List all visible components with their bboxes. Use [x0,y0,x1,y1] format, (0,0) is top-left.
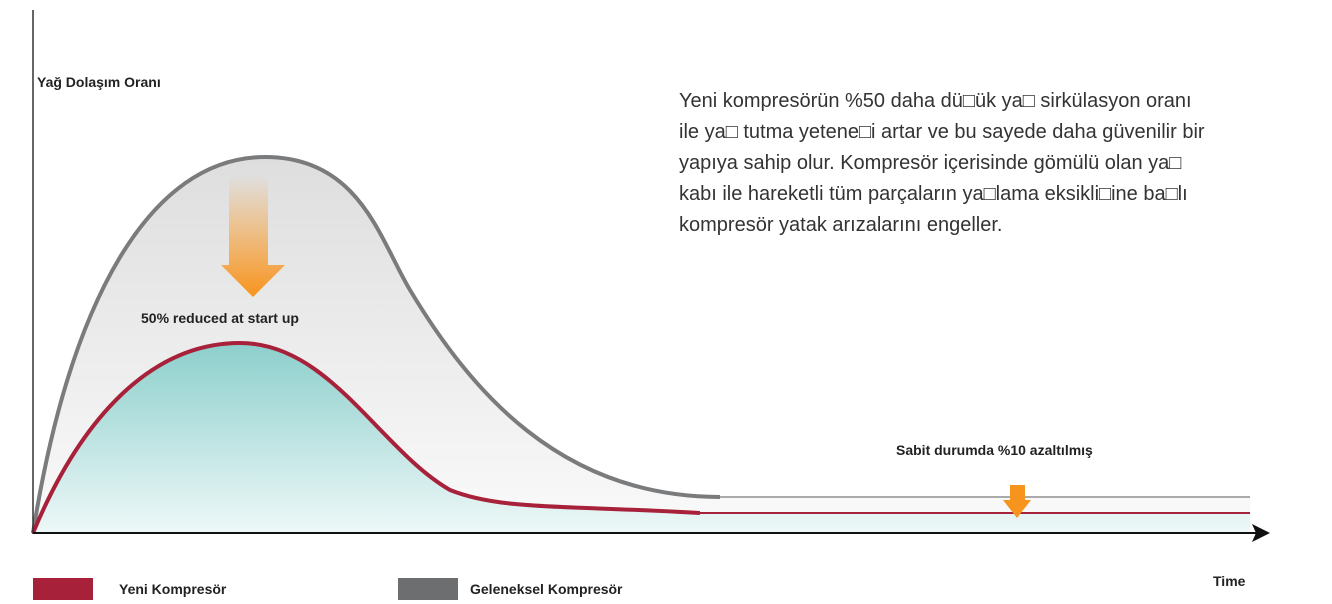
annotation: Sabit durumda %10 azaltılmış [896,442,1093,458]
legend-label: Yeni Kompresör [119,581,227,597]
description-line: Yeni kompresörün %50 daha dü□ük ya□ sirk… [679,90,1192,112]
description-line: kompresör yatak arızalarını engeller. [679,214,1003,236]
legend-swatch [398,578,458,600]
description-line: kabı ile hareketli tüm parçaların ya□lam… [679,183,1188,205]
description: Yeni kompresörün %50 daha dü□ük ya□ sirk… [679,90,1205,236]
big-arrow [221,175,285,297]
annotation: 50% reduced at start up [141,310,299,326]
description-line: yapıya sahip olur. Kompresör içerisinde … [679,152,1181,174]
y-axis-label: Yağ Dolaşım Oranı [37,74,161,90]
teal-area [33,343,1250,533]
gray-curve [31,154,721,534]
small-arrow [1003,485,1031,518]
legend-label: Geleneksel Kompresör [470,581,623,597]
x-axis-label: Time [1213,573,1246,589]
red-curve [31,340,701,534]
legend-swatch [33,578,93,600]
x-arrowhead [1252,524,1270,542]
description-line: ile ya□ tutma yetene□i artar ve bu sayed… [679,121,1205,143]
